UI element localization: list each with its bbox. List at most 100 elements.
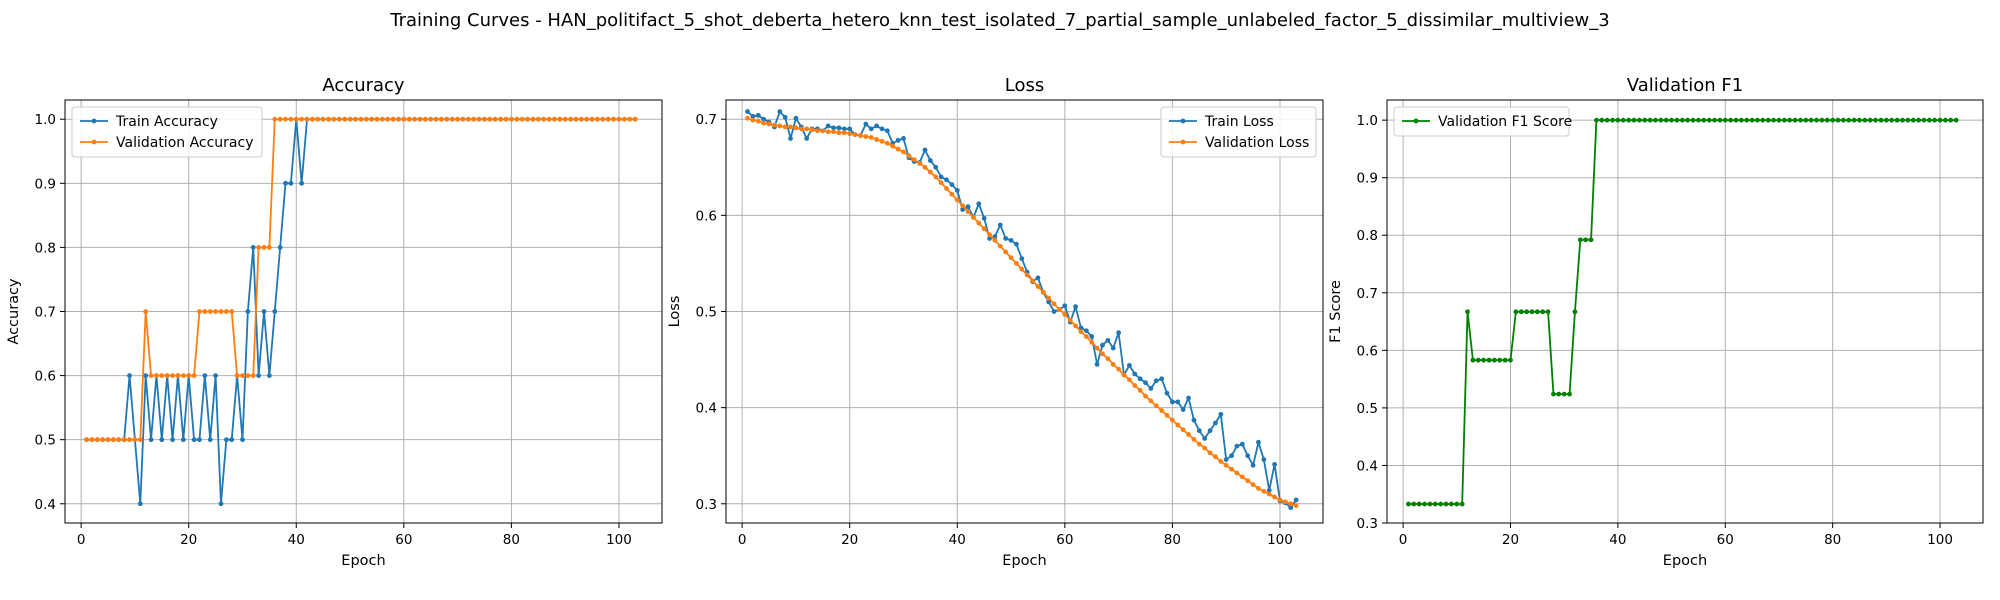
data-point bbox=[1239, 441, 1245, 447]
data-point bbox=[960, 207, 966, 213]
data-point bbox=[1577, 237, 1583, 243]
data-point bbox=[1105, 356, 1111, 362]
data-point bbox=[632, 116, 638, 122]
data-point bbox=[1926, 117, 1932, 123]
data-point bbox=[1889, 117, 1895, 123]
data-point bbox=[1513, 309, 1519, 315]
data-point bbox=[1916, 117, 1921, 123]
legend-label: Validation Accuracy bbox=[116, 135, 254, 151]
chart-title: Loss bbox=[1005, 75, 1044, 96]
data-point bbox=[1406, 501, 1411, 507]
data-point bbox=[137, 437, 143, 443]
data-point bbox=[1540, 309, 1546, 315]
data-point bbox=[186, 373, 192, 378]
legend-label: Validation F1 Score bbox=[1438, 114, 1572, 130]
data-point bbox=[261, 245, 267, 250]
data-point bbox=[761, 116, 767, 122]
data-point bbox=[627, 116, 633, 122]
data-point bbox=[530, 116, 536, 122]
data-point bbox=[852, 132, 858, 138]
data-point bbox=[1057, 307, 1062, 312]
data-point bbox=[148, 373, 154, 378]
data-point bbox=[965, 204, 971, 210]
data-point bbox=[250, 373, 256, 378]
data-point bbox=[954, 187, 960, 193]
data-point bbox=[1438, 501, 1444, 507]
data-point bbox=[777, 123, 783, 129]
data-point bbox=[933, 164, 939, 170]
x-tick-label: 40 bbox=[1609, 532, 1626, 548]
data-point bbox=[1234, 443, 1240, 449]
data-point bbox=[1481, 357, 1487, 363]
data-point bbox=[1234, 470, 1240, 476]
data-point bbox=[863, 121, 869, 127]
data-point bbox=[218, 309, 224, 314]
data-point bbox=[272, 116, 278, 122]
data-point bbox=[868, 126, 874, 132]
data-point bbox=[884, 128, 890, 134]
data-point bbox=[1631, 117, 1637, 123]
data-point bbox=[874, 137, 879, 142]
data-point bbox=[218, 501, 224, 507]
data-point bbox=[1008, 237, 1014, 243]
y-tick-label: 0.7 bbox=[696, 112, 717, 128]
data-point bbox=[578, 116, 584, 122]
data-point bbox=[1814, 117, 1819, 123]
data-point bbox=[992, 234, 998, 239]
data-point bbox=[1900, 117, 1905, 123]
data-point bbox=[981, 215, 987, 221]
data-point bbox=[1765, 117, 1771, 123]
data-point bbox=[1256, 485, 1261, 491]
data-point bbox=[207, 437, 213, 443]
data-point bbox=[772, 122, 777, 128]
data-point bbox=[304, 116, 310, 122]
data-point bbox=[94, 437, 100, 443]
data-point bbox=[841, 126, 847, 132]
data-point bbox=[1712, 117, 1717, 123]
x-tick-label: 40 bbox=[949, 532, 966, 548]
legend-label: Train Loss bbox=[1204, 114, 1274, 130]
data-point bbox=[750, 117, 756, 123]
legend-label: Train Accuracy bbox=[115, 114, 218, 130]
legend-swatch-marker bbox=[91, 118, 97, 124]
chart-title: Validation F1 bbox=[1627, 75, 1743, 96]
data-point bbox=[1024, 272, 1030, 278]
data-point bbox=[342, 116, 348, 122]
data-point bbox=[825, 123, 831, 129]
data-point bbox=[1159, 376, 1165, 382]
data-point bbox=[895, 137, 901, 143]
data-point bbox=[1427, 501, 1433, 507]
data-point bbox=[1143, 380, 1148, 386]
x-tick-label: 20 bbox=[1502, 532, 1519, 548]
data-point bbox=[1261, 488, 1267, 494]
data-point bbox=[901, 136, 906, 141]
data-point bbox=[1213, 454, 1218, 460]
data-point bbox=[927, 169, 933, 175]
data-point bbox=[234, 373, 240, 378]
data-point bbox=[1121, 372, 1127, 378]
legend: Train Accuracy Validation Accuracy bbox=[71, 106, 263, 158]
data-point bbox=[568, 116, 573, 122]
data-point bbox=[245, 373, 251, 378]
data-point bbox=[1454, 501, 1460, 507]
data-point bbox=[1857, 117, 1862, 123]
data-point bbox=[256, 373, 262, 378]
data-point bbox=[1620, 117, 1626, 123]
data-point bbox=[299, 180, 305, 186]
data-point bbox=[1089, 339, 1095, 345]
data-point bbox=[901, 149, 906, 155]
data-point bbox=[1636, 117, 1642, 123]
data-point bbox=[1245, 453, 1251, 459]
data-point bbox=[1266, 491, 1272, 497]
data-point bbox=[1094, 361, 1100, 367]
data-point bbox=[385, 116, 391, 122]
data-point bbox=[197, 309, 202, 314]
y-tick-label: 0.7 bbox=[1357, 286, 1378, 302]
data-point bbox=[1728, 117, 1734, 123]
y-axis-label: F1 Score bbox=[1328, 280, 1344, 343]
data-point bbox=[240, 437, 245, 443]
data-point bbox=[1272, 461, 1277, 467]
data-point bbox=[1422, 501, 1427, 507]
data-point bbox=[1653, 117, 1658, 123]
data-point bbox=[261, 309, 267, 314]
